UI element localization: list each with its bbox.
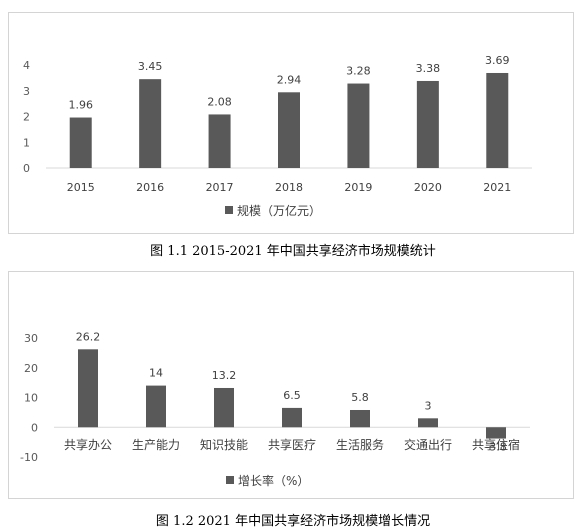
x-tick-label: 2018 [275, 181, 303, 194]
legend-swatch [225, 206, 233, 214]
bar [350, 409, 370, 428]
bar [486, 427, 506, 439]
x-tick-label: 共享医疗 [268, 437, 316, 452]
bar [146, 385, 166, 428]
y-tick-label: 10 [24, 392, 38, 405]
data-label: 2.94 [277, 73, 302, 86]
data-label: 14 [149, 367, 163, 380]
data-label: 3.45 [138, 60, 163, 73]
chart-2-caption: 图 1.2 2021 年中国共享经济市场规模增长情况 [155, 514, 431, 529]
bar [139, 79, 162, 168]
legend-label: 增长率（%） [238, 473, 309, 488]
x-tick-label: 2019 [344, 181, 372, 194]
bar [278, 92, 300, 168]
x-tick-label: 知识技能 [200, 438, 248, 452]
bar [282, 407, 302, 428]
bar [208, 114, 231, 168]
legend-swatch [226, 476, 234, 484]
data-label: -3.8 [485, 441, 506, 454]
bar [347, 83, 370, 168]
chart-1-panel: 0 1 2 3 4 1.96 2015 3.45 2016 2.08 2017 2.94 2018 3.2… [8, 12, 574, 234]
y-tick-label: 0 [23, 162, 30, 175]
bar [486, 72, 509, 168]
chart-2-panel: -10 0 10 20 30 26.2 共享办公 14 生产能力 13.2 知识技能 6.5 共享医疗 5… [8, 271, 574, 499]
bar [214, 387, 234, 428]
legend-label: 规模（万亿元） [237, 203, 321, 218]
x-tick-label: 2020 [414, 181, 442, 194]
chart-2-svg: -10 0 10 20 30 26.2 共享办公 14 生产能力 13.2 知识技能 6.5 共享医疗 5… [20, 330, 530, 488]
data-label: 3 [425, 399, 432, 412]
bar [418, 418, 438, 428]
bar [416, 80, 439, 168]
data-label: 13.2 [212, 369, 237, 382]
y-tick-label: 1 [23, 136, 30, 149]
x-tick-label: 2017 [206, 181, 234, 194]
chart-1-svg: 0 1 2 3 4 1.96 2015 3.45 2016 2.08 2017 2.94 2018 3.2… [23, 54, 532, 218]
x-tick-label: 2021 [483, 181, 511, 194]
y-tick-label: 30 [24, 332, 38, 345]
y-tick-label: 0 [31, 421, 38, 434]
x-tick-label: 交通出行 [404, 437, 452, 452]
data-label: 6.5 [283, 389, 301, 402]
y-tick-label: -10 [20, 451, 38, 464]
y-tick-label: 2 [23, 111, 30, 124]
y-tick-label: 20 [24, 362, 38, 375]
bar [69, 117, 92, 168]
y-tick-label: 3 [23, 85, 30, 98]
data-label: 2.08 [207, 95, 232, 108]
data-label: 3.38 [416, 62, 441, 75]
data-label: 3.28 [346, 65, 371, 78]
x-tick-label: 2016 [136, 181, 164, 194]
bar [78, 349, 98, 428]
y-tick-label: 4 [23, 59, 30, 72]
data-label: 1.96 [68, 99, 93, 112]
data-label: 26.2 [76, 330, 101, 343]
data-label: 3.69 [485, 54, 510, 67]
data-label: 5.8 [351, 391, 369, 404]
x-tick-label: 生产能力 [132, 438, 180, 452]
x-tick-label: 生活服务 [336, 437, 384, 452]
x-tick-label: 共享住宿 [472, 437, 520, 452]
x-tick-label: 共享办公 [64, 437, 112, 452]
x-tick-label: 2015 [67, 181, 95, 194]
chart-1-caption: 图 1.1 2015-2021 年中国共享经济市场规模统计 [150, 244, 436, 259]
